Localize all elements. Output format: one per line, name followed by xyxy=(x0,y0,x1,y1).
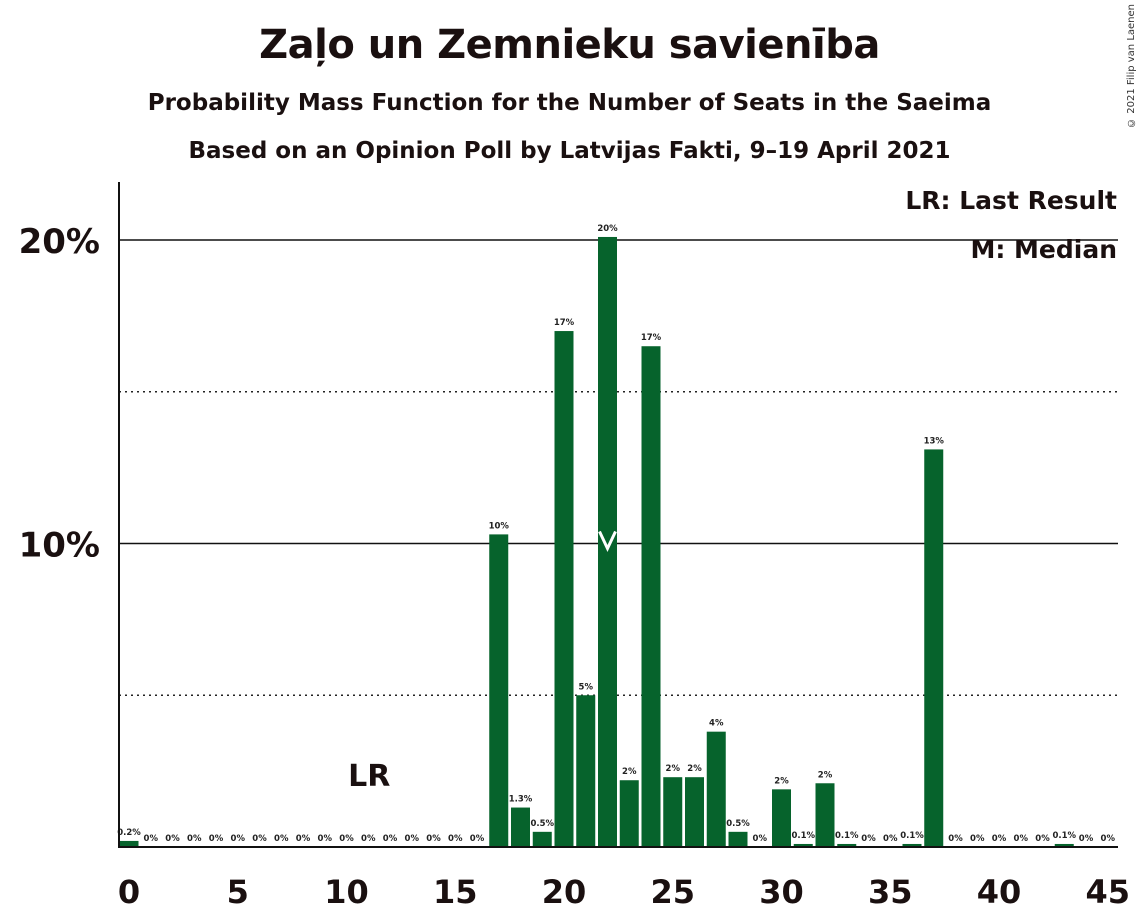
bar-25 xyxy=(663,777,683,847)
bar-value-label: 0% xyxy=(426,834,441,844)
x-tick-label: 5 xyxy=(227,873,249,911)
bar-value-label: 0.1% xyxy=(1052,831,1076,841)
bar-value-label: 2% xyxy=(774,776,789,786)
bar-value-label: 17% xyxy=(641,333,662,343)
bar-value-label: 0.1% xyxy=(835,831,859,841)
legend-median: M: Median xyxy=(970,235,1117,264)
last-result-label: LR xyxy=(348,759,390,794)
x-tick-label: 35 xyxy=(868,873,913,911)
x-tick-label: 10 xyxy=(324,873,369,911)
y-tick-label: 20% xyxy=(19,222,100,262)
bar-22 xyxy=(598,236,617,848)
bar-28 xyxy=(728,831,748,847)
bar-value-label: 0% xyxy=(165,834,180,844)
bar-value-label: 1.3% xyxy=(509,795,533,805)
bar-value-label: 0% xyxy=(1035,834,1050,844)
bar-0 xyxy=(119,840,139,847)
bar-value-label: 0.2% xyxy=(117,828,141,838)
bar-value-label: 0% xyxy=(144,834,159,844)
bar-value-label: 0% xyxy=(992,834,1007,844)
bar-20 xyxy=(554,331,574,847)
legend-last-result: LR: Last Result xyxy=(905,186,1117,215)
x-tick-label: 45 xyxy=(1085,873,1130,911)
bar-value-label: 0% xyxy=(187,834,202,844)
bar-31 xyxy=(793,843,813,847)
bar-value-label: 0% xyxy=(361,834,376,844)
bar-value-label: 20% xyxy=(597,224,618,234)
bar-value-label: 0.5% xyxy=(726,819,750,829)
bar-value-label: 0% xyxy=(448,834,463,844)
bar-37 xyxy=(924,449,944,847)
x-tick-label: 40 xyxy=(977,873,1022,911)
bar-30 xyxy=(772,789,791,847)
bar-value-label: 0% xyxy=(252,834,267,844)
bar-24 xyxy=(641,346,661,847)
bar-value-label: 0% xyxy=(339,834,354,844)
bar-value-label: 0% xyxy=(1101,834,1116,844)
bar-value-label: 0% xyxy=(470,834,485,844)
x-tick-label: 0 xyxy=(118,873,140,911)
bar-19 xyxy=(532,831,552,847)
bar-value-label: 0.1% xyxy=(791,831,815,841)
bar-26 xyxy=(685,777,704,847)
bar-value-label: 0% xyxy=(948,834,963,844)
x-tick-label: 15 xyxy=(433,873,478,911)
x-tick-label: 20 xyxy=(542,873,587,911)
median-marker-icon xyxy=(598,530,617,553)
bar-value-label: 0% xyxy=(753,834,768,844)
chart-subtitle: Probability Mass Function for the Number… xyxy=(147,90,992,116)
bar-value-label: 0% xyxy=(296,834,311,844)
chart-title: Zaļo un Zemnieku savienība xyxy=(259,22,880,68)
bar-value-label: 0% xyxy=(405,834,420,844)
bar-43 xyxy=(1054,843,1074,847)
bar-value-label: 0% xyxy=(383,834,398,844)
bar-value-label: 2% xyxy=(687,764,702,774)
bar-value-label: 2% xyxy=(666,764,681,774)
bar-17 xyxy=(489,534,509,847)
bar-value-label: 2% xyxy=(818,770,833,780)
bar-value-label: 0% xyxy=(231,834,246,844)
bar-33 xyxy=(837,843,857,847)
bar-value-label: 0% xyxy=(209,834,224,844)
bar-value-label: 13% xyxy=(924,436,945,446)
chart-subtitle-source: Based on an Opinion Poll by Latvijas Fak… xyxy=(188,138,951,164)
x-tick-label: 30 xyxy=(759,873,804,911)
y-tick-label: 10% xyxy=(19,526,100,566)
bar-value-label: 0% xyxy=(1079,834,1094,844)
bar-value-label: 10% xyxy=(489,521,510,531)
bar-32 xyxy=(815,783,835,847)
bar-23 xyxy=(619,780,639,847)
bar-value-label: 0% xyxy=(970,834,985,844)
bar-value-label: 0.1% xyxy=(900,831,924,841)
bar-value-label: 0% xyxy=(274,834,289,844)
bar-18 xyxy=(511,807,530,847)
bar-value-label: 0% xyxy=(1014,834,1029,844)
bar-value-label: 0% xyxy=(883,834,898,844)
bar-27 xyxy=(706,731,726,847)
bar-value-label: 4% xyxy=(709,719,724,729)
bar-value-label: 0% xyxy=(318,834,333,844)
bar-value-label: 5% xyxy=(579,682,594,692)
bar-36 xyxy=(902,843,922,847)
bar-value-label: 17% xyxy=(554,318,575,328)
x-tick-label: 25 xyxy=(650,873,695,911)
bar-value-label: 0% xyxy=(861,834,876,844)
bar-21 xyxy=(576,695,596,847)
bar-value-label: 0.5% xyxy=(530,819,554,829)
bar-value-label: 2% xyxy=(622,767,637,777)
